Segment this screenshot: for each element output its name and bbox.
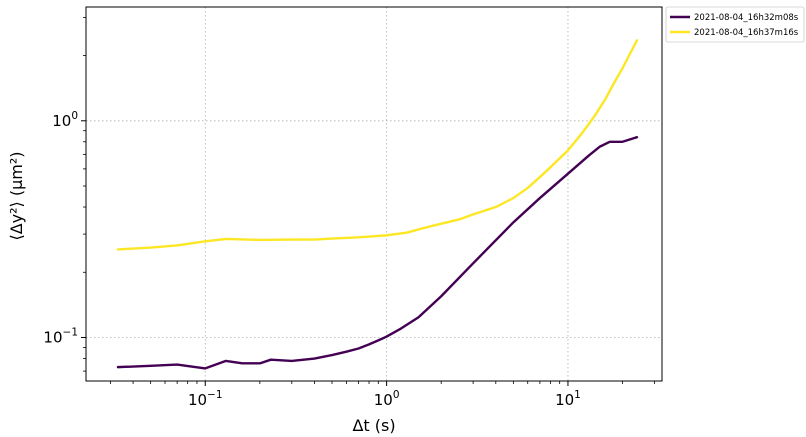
series-lines [116, 39, 639, 370]
y-axis-label: ⟨Δy²⟩ (μm²) [7, 151, 26, 240]
x-tick-label: 100 [374, 389, 400, 409]
x-tick-label: 10−1 [188, 389, 223, 409]
series-line-2 [116, 39, 639, 251]
x-tick-label: 101 [555, 389, 581, 409]
legend-label-series-2: 2021-08-04_16h37m16s [694, 28, 799, 38]
axis-ticks [81, 16, 655, 386]
x-axis-label: Δt (s) [352, 416, 395, 435]
legend: 2021-08-04_16h32m08s 2021-08-04_16h37m16… [665, 6, 805, 43]
plot-frame [85, 6, 663, 382]
y-tick-label: 10−1 [43, 327, 78, 347]
legend-box [665, 6, 805, 43]
series-line-1 [116, 135, 639, 370]
grid [86, 7, 662, 381]
tick-labels: 10−1 100 101 10−1 100 [43, 110, 580, 409]
y-tick-label: 100 [52, 110, 78, 130]
legend-label-series-1: 2021-08-04_16h32m08s [694, 13, 799, 23]
